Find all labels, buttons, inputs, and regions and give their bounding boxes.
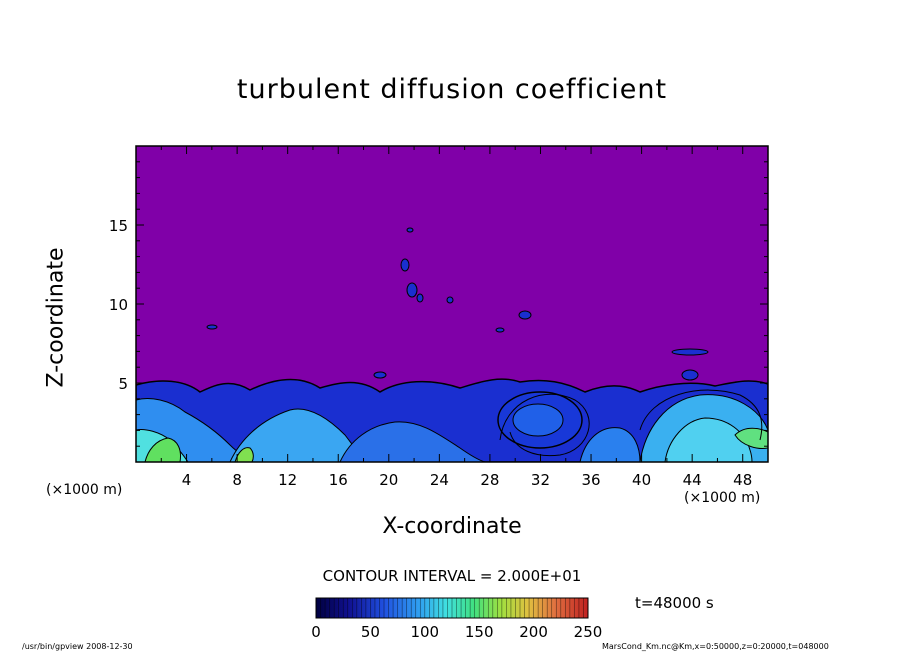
footer-program-date: /usr/bin/gpview 2008-12-30 [22, 642, 133, 651]
eddy [671, 348, 709, 356]
hot-spot-right [734, 427, 768, 449]
mixed-region-mid [579, 427, 641, 462]
y-tick-label: 5 [118, 375, 128, 393]
mixed-region-3 [339, 421, 486, 462]
x-axis-ticks: 4 8 12 16 20 24 28 32 36 40 44 48 [160, 146, 752, 489]
x-tick-label: 24 [430, 471, 449, 489]
colorbar-tick-label: 100 [410, 623, 439, 641]
x-tick-label: 44 [683, 471, 702, 489]
eddy [206, 324, 218, 330]
eddy [373, 371, 387, 379]
x-tick-label: 48 [733, 471, 752, 489]
eddy [400, 258, 410, 272]
y-tick-label: 15 [109, 217, 128, 235]
time-label: t=48000 s [635, 594, 714, 612]
x-tick-label: 4 [182, 471, 192, 489]
vortex-outline-1 [499, 393, 590, 457]
x-tick-label: 28 [480, 471, 499, 489]
x-tick-label: 8 [232, 471, 242, 489]
vortex-outline-2 [639, 389, 763, 441]
mixed-region-right-inner [664, 417, 753, 462]
x-axis-label: X-coordinate [382, 514, 522, 539]
x-tick-label: 40 [632, 471, 651, 489]
y-tick-label: 10 [109, 296, 128, 314]
colorbar-tick-label: 0 [311, 623, 321, 641]
x-unit-label-left: (×1000 m) [46, 482, 123, 498]
x-tick-label: 16 [329, 471, 348, 489]
eddy [681, 369, 699, 381]
colorbar-tick-label: 150 [465, 623, 494, 641]
chart-title: turbulent diffusion coefficient [236, 74, 668, 105]
x-tick-label: 32 [531, 471, 550, 489]
eddy [416, 293, 424, 303]
eddy [406, 227, 414, 233]
x-tick-label: 20 [379, 471, 398, 489]
y-axis-ticks: 5 10 15 [109, 161, 768, 447]
x-tick-label: 12 [278, 471, 297, 489]
eddy [495, 327, 505, 333]
contour-interval-label: CONTOUR INTERVAL = 2.000E+01 [322, 567, 582, 585]
hot-spot-left-2 [234, 447, 254, 462]
colorbar-tick-label: 50 [361, 623, 380, 641]
x-tick-label: 36 [581, 471, 600, 489]
x-unit-label-right: (×1000 m) [684, 490, 761, 506]
colorbar-stripes [320, 598, 584, 618]
vortex-core-2 [512, 403, 564, 437]
colorbar-ticks: 0 50 100 150 200 250 [311, 623, 602, 641]
colorbar-tick-label: 250 [574, 623, 603, 641]
footer-data-source: MarsCond_Km.nc@Km,x=0:50000,z=0:20000,t=… [602, 642, 829, 651]
eddy [446, 296, 454, 304]
turbulence-field [136, 227, 768, 462]
hot-spot-left [144, 437, 181, 462]
eddy [518, 310, 532, 320]
colorbar-tick-label: 200 [519, 623, 548, 641]
eddy [406, 282, 418, 298]
